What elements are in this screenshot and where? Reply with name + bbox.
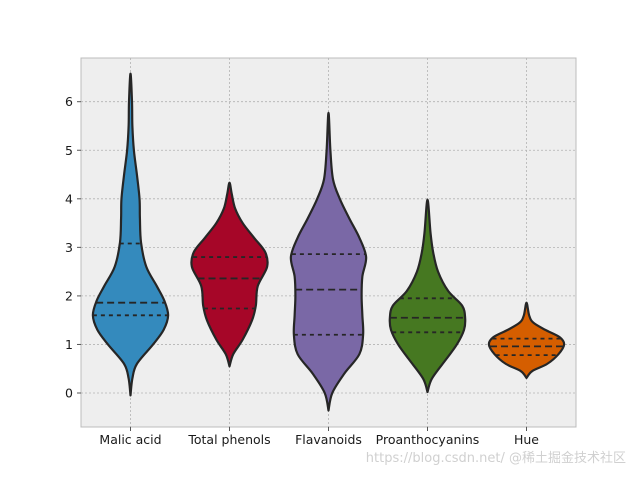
x-tick-label: Flavanoids (295, 432, 362, 447)
y-tick-label: 4 (65, 191, 73, 206)
x-tick-label: Malic acid (99, 432, 161, 447)
y-tick-label: 0 (65, 386, 73, 401)
violin-body (289, 111, 368, 412)
y-tick-label: 5 (65, 143, 73, 158)
y-tick-label: 1 (65, 337, 73, 352)
violins (91, 72, 566, 412)
violin-proanthocyanins (388, 198, 467, 394)
x-tick-label: Total phenols (187, 432, 270, 447)
x-tick-label: Hue (514, 432, 539, 447)
y-axis: 0 1 2 3 4 5 6 (65, 94, 81, 401)
x-axis: Malic acid Total phenols Flavanoids Proanth… (99, 427, 539, 447)
watermark: https://blog.csdn.net/ @稀土掘金技术社区 (365, 451, 626, 466)
y-tick-label: 3 (65, 240, 73, 255)
violin-body (388, 198, 467, 394)
violin-total-phenols (190, 181, 269, 368)
violin-flavanoids (289, 111, 368, 412)
x-tick-label: Proanthocyanins (376, 432, 480, 447)
violin-malic-acid (91, 72, 170, 397)
violin-body (487, 301, 566, 380)
violin-hue (487, 301, 566, 380)
violin-body (190, 181, 269, 368)
y-tick-label: 2 (65, 288, 73, 303)
y-tick-label: 6 (65, 94, 73, 109)
